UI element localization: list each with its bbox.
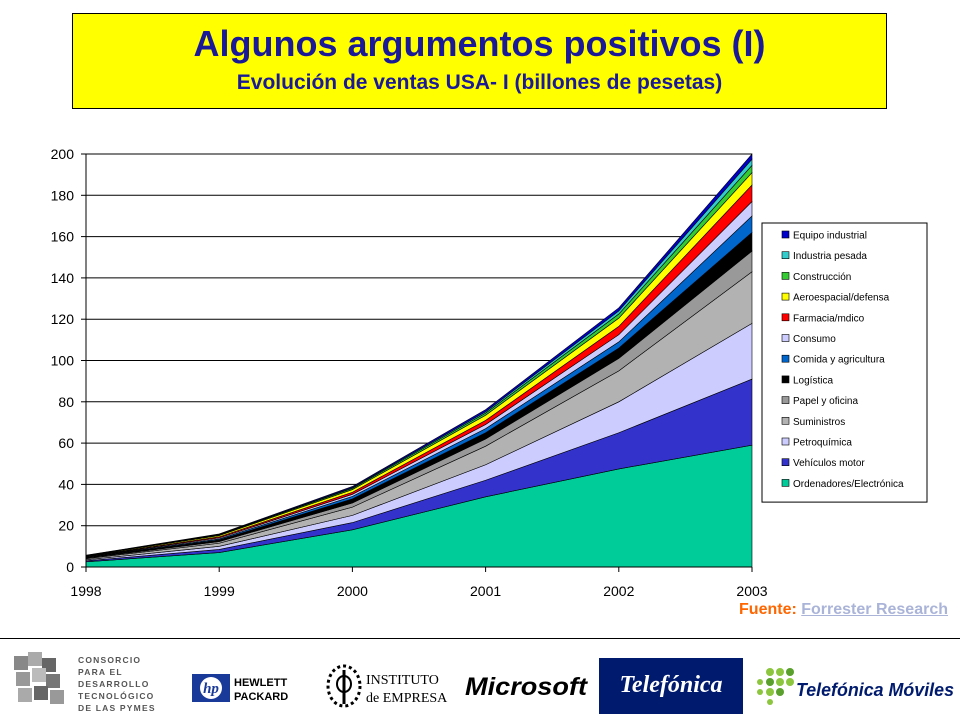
source-note: Fuente: Forrester Research <box>739 601 948 619</box>
microsoft-logo: Microsoft <box>465 673 589 701</box>
x-tick-label: 2000 <box>337 583 368 599</box>
legend-label: Farmacia/mdico <box>793 313 865 324</box>
legend-label: Petroquímica <box>793 438 852 449</box>
legend-swatch <box>781 479 790 487</box>
page-subtitle: Evolución de ventas USA- I (billones de … <box>236 71 723 94</box>
telefonica-moviles-wordmark: Telefónica Móviles <box>796 680 954 700</box>
consorcio-line-1: CONSORCIO <box>78 655 141 665</box>
legend-label: Logística <box>793 375 833 386</box>
legend-label: Consumo <box>793 334 836 345</box>
legend-label: Comida y agricultura <box>793 355 885 366</box>
consorcio-line-2: PARA EL <box>78 667 123 677</box>
source-link[interactable]: Forrester Research <box>801 601 948 618</box>
dots-icon <box>757 668 794 705</box>
legend-swatch <box>781 292 790 301</box>
legend-swatch <box>781 313 790 322</box>
legend-label: Construcción <box>793 272 851 283</box>
consorcio-line-4: TECNOLÓGICO <box>78 690 154 701</box>
y-tick-label: 140 <box>51 270 75 286</box>
y-tick-label: 180 <box>51 187 75 203</box>
legend-box <box>761 222 928 503</box>
laurel-icon <box>326 664 362 708</box>
legend-swatch <box>781 230 790 239</box>
title-box: Algunos argumentos positivos (I) Evoluci… <box>72 13 887 109</box>
legend-swatch <box>781 354 790 363</box>
ie-line-1: INSTITUTO <box>366 673 439 688</box>
legend-label: Ordenadores/Electrónica <box>793 479 904 490</box>
legend-swatch <box>781 272 790 280</box>
instituto-empresa-logo: INSTITUTO de EMPRESA <box>326 664 448 708</box>
x-tick-label: 1999 <box>204 583 235 599</box>
hp-line-2: PACKARD <box>234 691 288 703</box>
x-tick-label: 2001 <box>470 583 501 599</box>
telefonica-wordmark: Telefónica <box>619 672 722 698</box>
y-tick-label: 80 <box>58 394 74 410</box>
y-tick-label: 100 <box>51 353 75 369</box>
sponsor-logos: CONSORCIO PARA EL DESARROLLO TECNOLÓGICO… <box>0 640 960 720</box>
source-label: Fuente: <box>739 601 797 618</box>
x-tick-label: 2003 <box>736 583 767 599</box>
y-tick-label: 0 <box>66 559 74 575</box>
legend-swatch <box>781 251 790 259</box>
y-tick-label: 160 <box>51 229 75 245</box>
consorcio-line-5: DE LAS PYMES <box>78 703 156 713</box>
legend-label: Papel y oficina <box>793 396 858 407</box>
legend-swatch <box>781 375 790 384</box>
microsoft-wordmark: Microsoft <box>465 673 589 701</box>
y-tick-label: 120 <box>51 311 75 327</box>
hp-mark: hp <box>203 681 219 697</box>
footer-divider <box>0 638 960 639</box>
legend-label: Aeroespacial/defensa <box>793 293 890 304</box>
legend-label: Equipo industrial <box>793 231 867 242</box>
telefonica-logo: Telefónica <box>599 658 743 714</box>
consorcio-line-3: DESARROLLO <box>78 679 150 689</box>
y-tick-label: 200 <box>51 146 75 162</box>
legend-swatch <box>781 437 790 446</box>
hp-line-1: HEWLETT <box>234 677 287 689</box>
legend-label: Suministros <box>793 417 845 428</box>
legend-swatch <box>781 458 790 467</box>
y-tick-label: 20 <box>58 518 74 534</box>
legend-label: Vehículos motor <box>793 458 865 469</box>
y-tick-label: 60 <box>58 435 74 451</box>
legend-label: Industria pesada <box>793 251 867 262</box>
hp-logo: hp HEWLETT PACKARD <box>192 674 288 703</box>
cube-icon <box>14 652 64 704</box>
legend-swatch <box>781 334 790 342</box>
x-tick-label: 2002 <box>603 583 634 599</box>
area-series <box>85 153 753 556</box>
legend-swatch <box>781 396 790 404</box>
telefonica-moviles-logo: Telefónica Móviles <box>757 668 954 705</box>
stacked-area-chart: 0 20 40 60 80 100 120 140 160 180 200 1998 1999 2000 2… <box>51 146 928 599</box>
consorcio-logo: CONSORCIO PARA EL DESARROLLO TECNOLÓGICO… <box>14 652 156 713</box>
ie-line-2: de EMPRESA <box>366 691 448 706</box>
page-title: Algunos argumentos positivos (I) <box>193 23 766 64</box>
legend-swatch <box>781 416 790 425</box>
y-tick-label: 40 <box>58 476 74 492</box>
x-tick-label: 1998 <box>70 583 101 599</box>
